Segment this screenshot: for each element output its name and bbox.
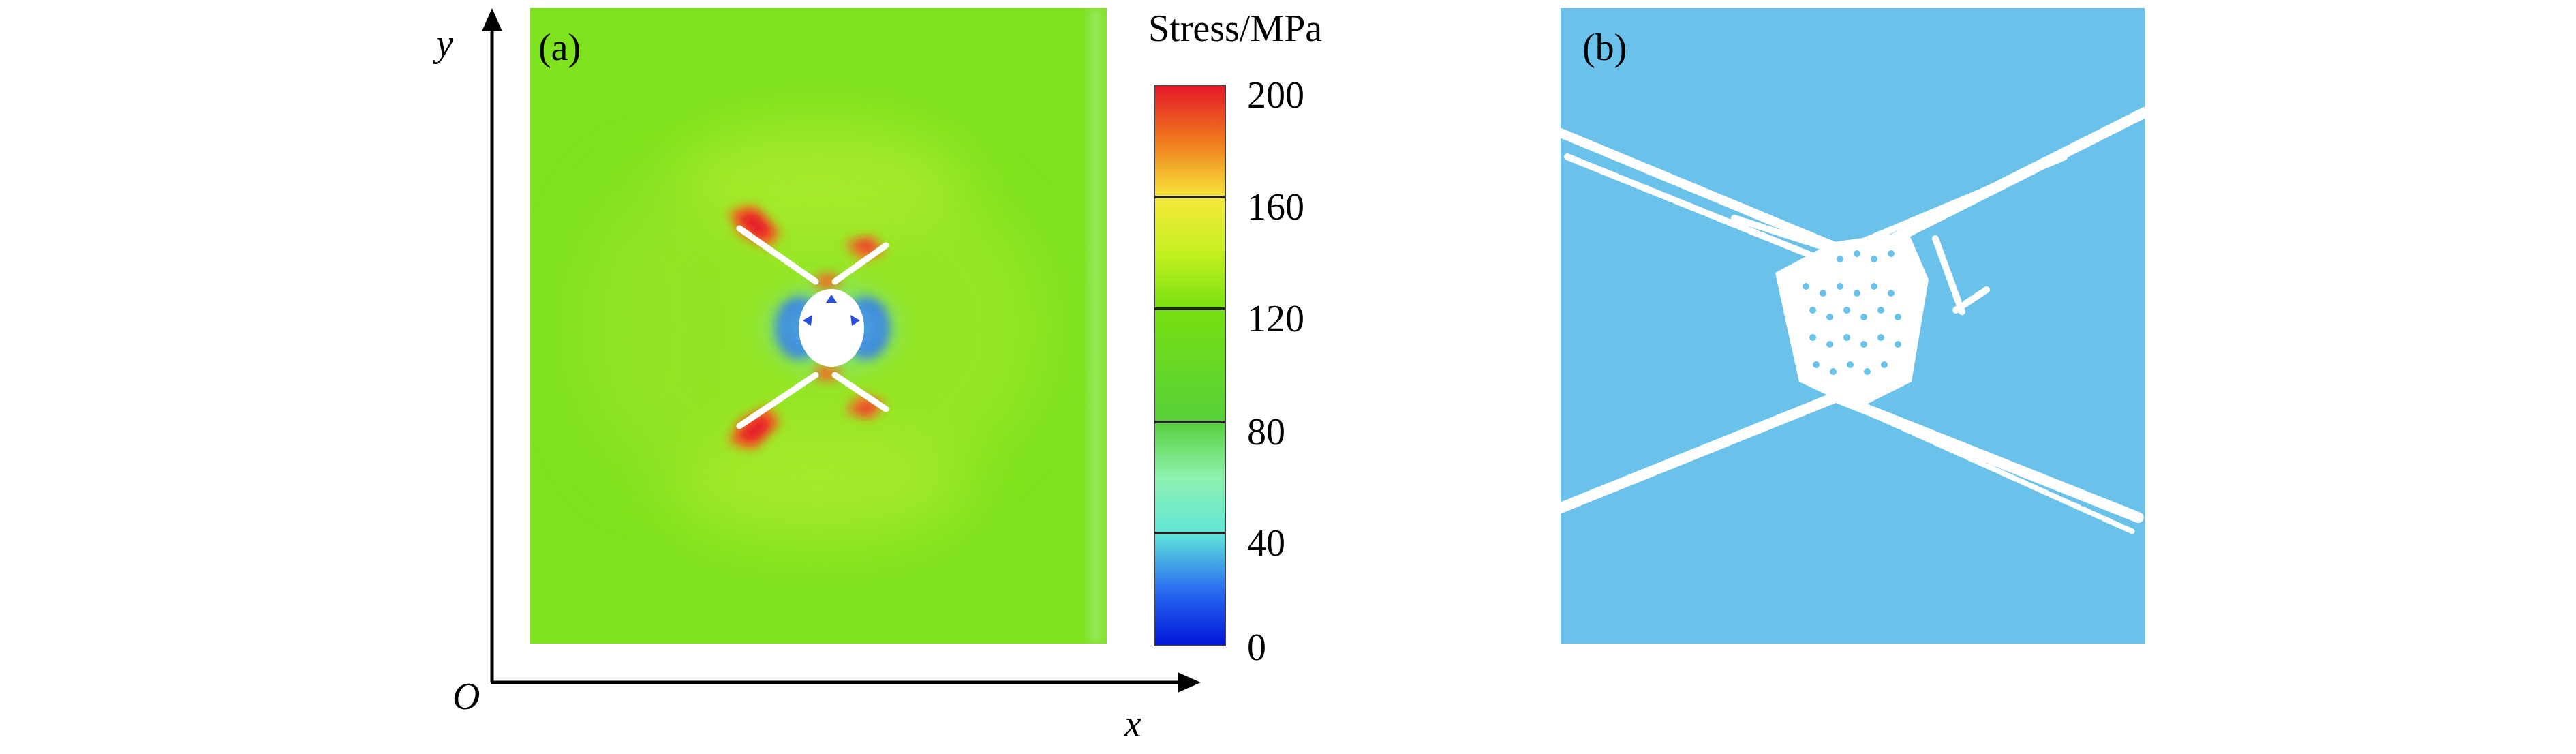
colorbar-tick-label: 80 (1247, 411, 1285, 453)
central-hole (799, 289, 864, 367)
colorbar-tick-label: 200 (1247, 74, 1304, 117)
colorbar-tick-label: 40 (1247, 522, 1285, 564)
y-axis-arrow (482, 8, 502, 31)
panel-b: (b) (1561, 8, 2145, 644)
origin-label: O (453, 676, 480, 718)
panel-b-label: (b) (1582, 27, 1627, 69)
stress-field (530, 8, 1107, 644)
axis-y-label: y (433, 22, 453, 65)
colorbar-tick-label: 120 (1247, 298, 1304, 340)
colorbar-gradient (1154, 85, 1226, 646)
colorbar-tick-label: 160 (1247, 186, 1304, 228)
colorbar-title: Stress/MPa (1148, 7, 1322, 50)
panel-a-label: (a) (538, 27, 581, 69)
axis-x-label: x (1124, 703, 1141, 745)
colorbar-tick-label: 0 (1247, 627, 1266, 669)
crack-lines (736, 225, 889, 429)
panel-a: y x O (a) (433, 8, 1201, 745)
colorbar: Stress/MPa 200 160 120 80 40 0 (1148, 7, 1322, 669)
axes (490, 25, 1186, 684)
colorbar-tick-lines (1154, 196, 1225, 534)
x-axis-arrow (1178, 672, 1201, 693)
